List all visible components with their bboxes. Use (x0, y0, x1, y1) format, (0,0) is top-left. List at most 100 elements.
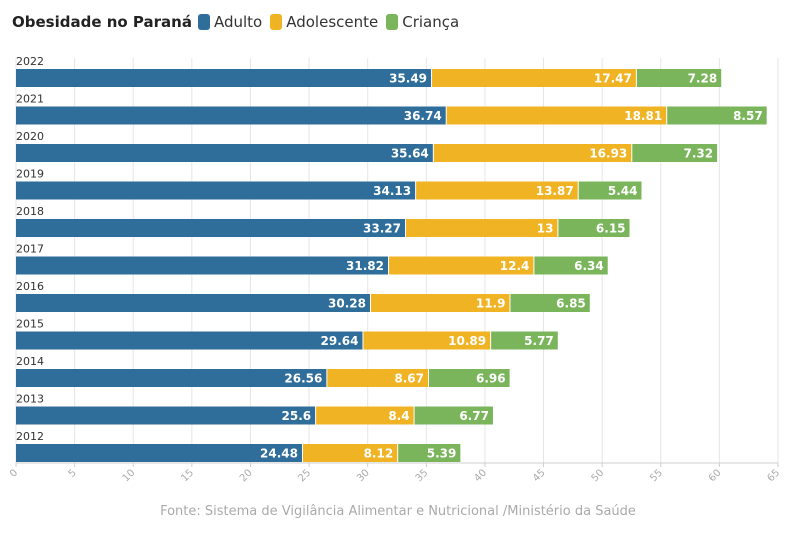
x-tick-label-30: 30 (355, 467, 372, 484)
data-label-adulto-2022: 35.49 (389, 72, 427, 86)
bar-criana-2017 (534, 256, 608, 275)
bar-adolescente-2019 (416, 181, 578, 200)
data-label-adolescente-2016: 11.9 (476, 297, 506, 311)
category-label-2017: 2017 (16, 243, 44, 256)
legend-swatch-adulto (197, 14, 210, 30)
bar-criana-2019 (578, 181, 642, 200)
x-tick-label-50: 50 (590, 467, 607, 484)
chart-title: Obesidade no Paraná (12, 13, 192, 31)
data-label-adulto-2021: 36.74 (404, 109, 442, 123)
data-label-adulto-2013: 25.6 (282, 409, 312, 423)
bar-adulto-2019 (16, 181, 416, 200)
data-label-criana-2014: 6.96 (476, 372, 506, 386)
data-label-adolescente-2018: 13 (537, 222, 554, 236)
data-label-criana-2018: 6.15 (596, 222, 626, 236)
category-label-2021: 2021 (16, 93, 44, 106)
bar-adolescente-2020 (433, 144, 632, 162)
data-label-criana-2013: 6.77 (459, 409, 489, 423)
bar-adolescente-2021 (446, 106, 667, 125)
data-label-criana-2017: 6.34 (574, 259, 604, 273)
legend-swatch-adolescente (270, 14, 283, 30)
legend-item-crianca[interactable]: Criança (386, 13, 459, 31)
x-tick-label-20: 20 (238, 467, 255, 484)
data-label-criana-2020: 7.32 (683, 147, 713, 161)
bar-adulto-2021 (16, 106, 446, 125)
data-label-adulto-2017: 31.82 (346, 259, 384, 273)
bar-adolescente-2012 (302, 444, 398, 462)
category-label-2012: 2012 (16, 430, 44, 443)
category-label-2014: 2014 (16, 355, 44, 368)
data-label-adolescente-2021: 18.81 (624, 109, 662, 123)
legend-swatch-crianca (386, 14, 399, 30)
data-label-adolescente-2015: 10.89 (448, 334, 486, 348)
bar-adulto-2018 (16, 219, 406, 237)
bar-adulto-2016 (16, 294, 370, 312)
bar-adulto-2013 (16, 406, 316, 425)
data-label-adolescente-2014: 8.67 (394, 372, 424, 386)
data-label-adulto-2019: 34.13 (373, 184, 411, 198)
bar-criana-2013 (414, 406, 493, 425)
legend-label-crianca: Criança (402, 13, 460, 31)
category-label-2016: 2016 (16, 280, 44, 293)
bar-criana-2022 (636, 69, 722, 87)
bar-adolescente-2018 (406, 219, 558, 237)
data-label-adolescente-2019: 13.87 (536, 184, 574, 198)
legend-item-adulto[interactable]: Adulto (197, 13, 263, 31)
category-label-2020: 2020 (16, 130, 44, 143)
data-label-adulto-2020: 35.64 (391, 147, 429, 161)
x-tick-label-35: 35 (414, 467, 431, 484)
bar-criana-2012 (398, 444, 461, 462)
bar-criana-2014 (429, 369, 510, 387)
x-tick-label-5: 5 (67, 467, 79, 479)
x-tick-label-65: 65 (765, 467, 782, 484)
bar-criana-2016 (510, 294, 590, 312)
chart-legend: Obesidade no Paraná Adulto Adolescente C… (12, 11, 467, 33)
category-label-2013: 2013 (16, 393, 44, 406)
legend-label-adulto: Adulto (213, 13, 263, 31)
x-tick-label-10: 10 (121, 467, 138, 484)
bar-criana-2021 (667, 106, 767, 125)
bar-adolescente-2017 (389, 256, 534, 275)
bar-adulto-2015 (16, 331, 363, 350)
legend-label-adolescente: Adolescente (286, 13, 379, 31)
legend-item-adolescente[interactable]: Adolescente (270, 13, 378, 31)
source-note: Fonte: Sistema de Vigilância Alimentar e… (160, 504, 636, 519)
data-label-adulto-2012: 24.48 (260, 447, 298, 461)
bar-adulto-2014 (16, 369, 327, 387)
category-label-2022: 2022 (16, 55, 44, 68)
bar-adulto-2022 (16, 69, 432, 87)
data-label-criana-2021: 8.57 (733, 109, 763, 123)
bar-adulto-2012 (16, 444, 302, 462)
data-label-criana-2016: 6.85 (556, 297, 586, 311)
data-label-adulto-2018: 33.27 (363, 222, 401, 236)
x-tick-label-60: 60 (707, 467, 724, 484)
data-label-adolescente-2020: 16.93 (589, 147, 627, 161)
data-label-criana-2015: 5.77 (524, 334, 554, 348)
data-label-adulto-2014: 26.56 (284, 372, 322, 386)
bar-adulto-2020 (16, 144, 433, 162)
x-tick-label-40: 40 (472, 467, 489, 484)
x-tick-label-0: 0 (8, 467, 20, 479)
x-tick-label-25: 25 (297, 467, 314, 484)
category-label-2015: 2015 (16, 318, 44, 331)
data-label-adolescente-2017: 12.4 (500, 259, 530, 273)
category-label-2019: 2019 (16, 168, 44, 181)
data-label-adolescente-2022: 17.47 (594, 72, 632, 86)
bar-adulto-2017 (16, 256, 389, 275)
data-label-adolescente-2013: 8.4 (388, 409, 409, 423)
bar-adolescente-2015 (363, 331, 491, 350)
data-label-adulto-2016: 30.28 (328, 297, 366, 311)
x-tick-label-15: 15 (179, 467, 196, 484)
data-label-criana-2019: 5.44 (608, 184, 638, 198)
bar-criana-2020 (632, 144, 718, 162)
x-tick-label-45: 45 (531, 467, 548, 484)
bar-adolescente-2014 (327, 369, 429, 387)
bar-criana-2015 (491, 331, 558, 350)
bar-adolescente-2013 (316, 406, 414, 425)
x-tick-label-55: 55 (648, 467, 665, 484)
data-label-adolescente-2012: 8.12 (364, 447, 394, 461)
bar-criana-2018 (558, 219, 630, 237)
bar-adolescente-2022 (432, 69, 636, 87)
category-label-2018: 2018 (16, 205, 44, 218)
